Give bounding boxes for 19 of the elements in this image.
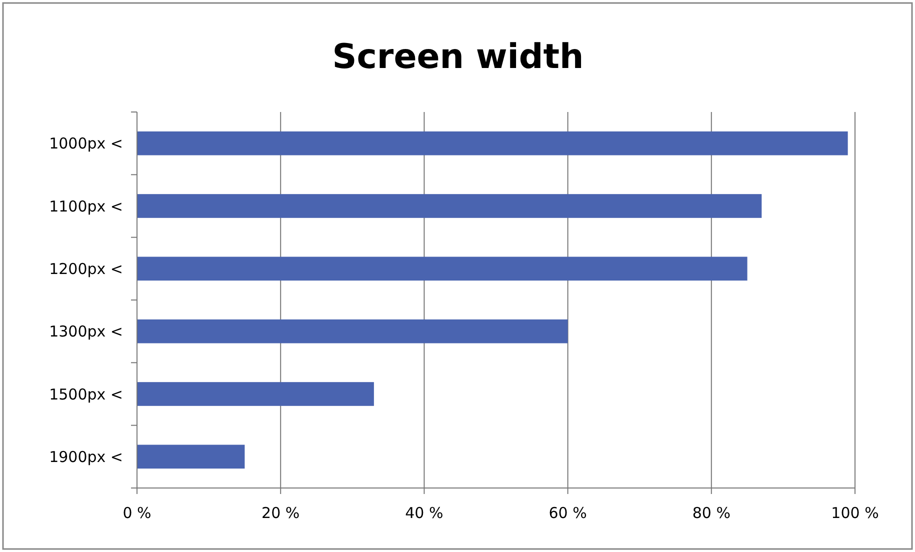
bar (137, 382, 374, 406)
y-tick-label: 1500px < (49, 385, 123, 404)
bar (137, 444, 245, 469)
y-tick-label: 1900px < (49, 448, 123, 466)
y-tick-label: 1300px < (49, 322, 123, 341)
x-tick-label: 100 % (831, 504, 879, 522)
bar (137, 131, 848, 156)
x-tick-label: 20 % (262, 504, 300, 522)
y-tick-label: 1100px < (49, 197, 123, 216)
bar (137, 194, 762, 218)
bar (137, 319, 568, 344)
x-tick-label: 80 % (692, 504, 730, 522)
y-tick-label: 1200px < (49, 260, 123, 278)
y-tick-label: 1000px < (49, 134, 123, 153)
bar (137, 256, 748, 281)
x-tick-label: 0 % (122, 504, 152, 522)
chart-title: Screen width (332, 37, 584, 77)
x-tick-label: 60 % (548, 504, 587, 522)
x-tick-label: 40 % (405, 504, 444, 522)
